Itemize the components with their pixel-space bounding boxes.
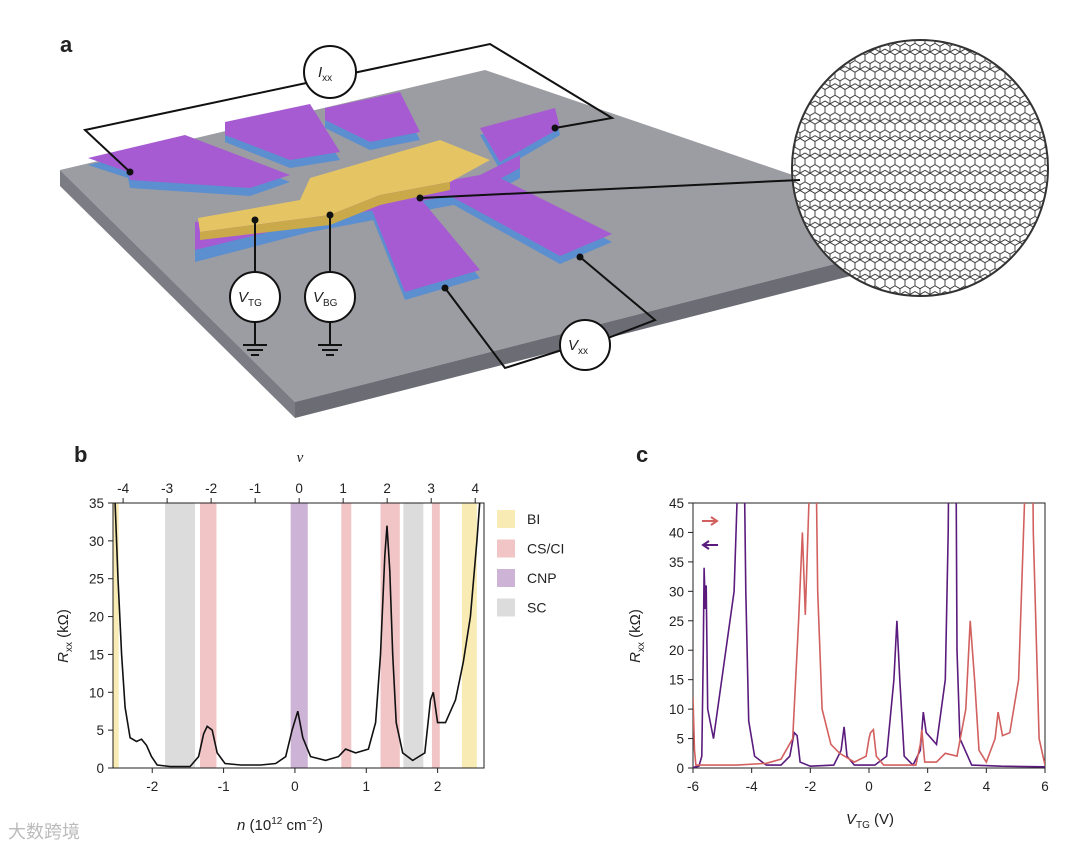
device-label: Vxx [568,337,588,357]
x-tick-label: -6 [687,779,699,794]
shaded-region [461,503,477,768]
top-tick-label: 4 [471,481,479,496]
x-tick-label: 1 [363,779,371,794]
panel-label: c [636,442,648,467]
y-tick-label: 25 [89,572,104,587]
y-tick-label: 30 [669,584,684,599]
y-axis-label: Rxx (kΩ) [627,609,647,663]
legend-label: CNP [527,570,557,586]
x-tick-label: -4 [746,779,758,794]
y-tick-label: 40 [669,525,684,540]
x-tick-label: 4 [983,779,991,794]
x-tick-label: 0 [291,779,299,794]
shaded-region [341,503,352,768]
legend-swatch [497,539,515,558]
x-tick-label: -2 [804,779,816,794]
shaded-region [200,503,217,768]
top-tick-label: -2 [205,481,217,496]
y-tick-label: 10 [669,702,684,717]
shaded-region [431,503,440,768]
panel-label: a [60,32,73,57]
top-tick-label: -1 [249,481,261,496]
sweep-arrows [701,516,719,550]
y-tick-label: 25 [669,614,684,629]
y-tick-label: 15 [669,673,684,688]
top-tick-label: 0 [295,481,303,496]
device-label: VBG [313,289,338,309]
shaded-region [403,503,424,768]
device-diagram: Ixx VTG VBG Vxx [60,39,1049,418]
data-line [693,503,1045,768]
x-axis-label: VTG (V) [846,811,894,831]
top-axis-label: ν [297,450,304,466]
y-tick-label: 15 [89,647,104,662]
legend-label: CS/CI [527,541,564,557]
shaded-region [165,503,196,768]
shaded-region [113,503,119,768]
y-tick-label: 0 [676,761,684,776]
top-tick-label: 3 [427,481,435,496]
panel-label: b [74,442,87,467]
x-tick-label: -1 [218,779,230,794]
y-axis-label: Rxx (kΩ) [55,609,75,663]
data-line [693,503,1045,766]
y-tick-label: 10 [89,685,104,700]
legend-label: BI [527,511,540,527]
plot-frame [112,502,485,769]
y-tick-label: 5 [96,723,104,738]
top-tick-label: -4 [117,481,129,496]
y-tick-label: 20 [89,610,104,625]
y-tick-label: 35 [669,555,684,570]
x-tick-label: 2 [924,779,932,794]
device-label: Ixx [318,64,332,84]
top-tick-label: 1 [339,481,347,496]
watermark: 大数跨境 [8,822,80,842]
y-tick-label: 5 [676,732,684,747]
x-tick-label: -2 [146,779,158,794]
x-tick-label: 6 [1041,779,1049,794]
x-axis-label: n (1012 cm−2) [237,816,323,834]
y-tick-label: 0 [96,761,104,776]
top-tick-label: -3 [161,481,173,496]
legend-swatch [497,510,515,528]
y-tick-label: 20 [669,643,684,658]
legend-swatch [497,569,515,587]
y-tick-label: 30 [89,534,104,549]
y-tick-label: 45 [669,496,684,511]
data-line [114,503,481,768]
x-tick-label: 0 [865,779,873,794]
y-tick-label: 35 [89,496,104,511]
top-tick-label: 2 [383,481,391,496]
legend-label: SC [527,600,546,616]
device-label: VTG [238,289,262,309]
x-tick-label: 2 [434,779,442,794]
shaded-region [290,503,308,768]
legend-swatch [497,598,515,617]
